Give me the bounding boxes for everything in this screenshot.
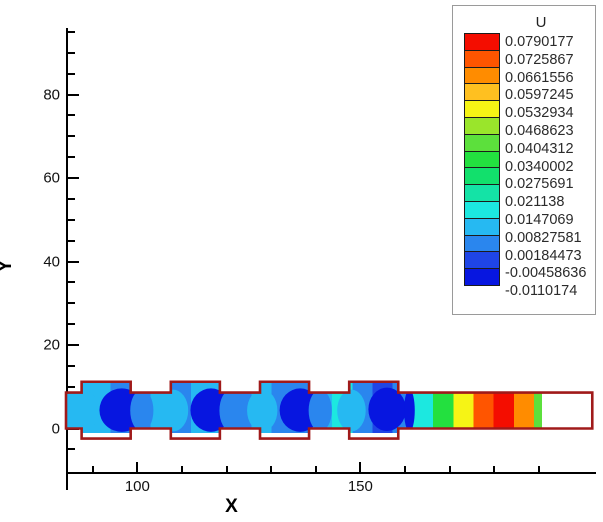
y-tick-major [68,93,79,96]
legend-value-label: 0.00184473 [505,247,582,264]
legend-value-label: 0.0404312 [505,140,574,157]
x-tick-minor [270,466,273,472]
legend-swatch [464,217,500,236]
y-tick-minor [68,156,75,159]
x-tick-minor [314,466,317,472]
x-tick-minor [403,466,406,472]
legend-value-label: 0.0340002 [505,158,574,175]
y-tick-major [68,344,79,346]
y-tick-minor [68,51,75,54]
y-tick-minor [68,448,75,451]
contour-blob [157,389,189,432]
legend-color-swatches [464,33,500,286]
y-tick-minor [68,72,75,75]
contour-blob [404,389,415,432]
legend-value-label: 0.0597245 [505,87,574,104]
x-tick-minor [225,466,228,472]
legend-swatch [464,33,500,51]
y-tick-minor [68,114,75,117]
y-tick-label: 20 [43,336,60,354]
contour-blobs [69,387,415,432]
legend-swatch [464,268,500,286]
contour-blob [308,389,332,432]
y-tick-major [68,177,79,179]
x-axis-line [66,472,596,474]
legend-swatch [464,167,500,186]
x-tick-minor [493,466,496,472]
y-tick-label: 60 [43,169,60,187]
x-tick-major [359,462,362,472]
y-tick-minor [68,364,75,367]
contour-svg [64,380,594,440]
y-tick-minor [68,197,75,200]
legend-swatch [464,200,500,219]
legend-swatch [464,184,500,202]
contour-blob [368,387,406,432]
y-axis-title: Y [0,260,17,273]
legend-value-label: 0.021138 [505,194,565,211]
legend-value-label: 0.00827581 [505,229,582,246]
legend-swatch [464,49,500,68]
y-tick-major [68,260,79,263]
legend-value-label: -0.00458636 [505,265,587,282]
x-tick-minor [448,466,451,472]
legend-title: U [535,14,547,31]
y-tick-label: 40 [43,253,60,270]
x-tick-minor [91,466,94,472]
legend-value-label: 0.0790177 [505,34,574,50]
y-tick-minor [68,135,75,138]
legend-value-label: 0.0147069 [505,211,574,228]
x-tick-minor [180,466,183,472]
y-tick-minor [68,385,75,388]
legend-panel: U 0.0790177 0.0725867 0.0661556 0.0597245 0.… [452,5,596,315]
legend-swatch [464,100,500,118]
y-tick-minor [68,30,75,33]
x-tick-minor [537,466,540,472]
y-tick-label: 80 [43,86,60,103]
legend-value-label: 0.0532934 [505,105,574,122]
x-tick-label: 100 [124,478,150,495]
legend-swatch [464,66,500,85]
legend-swatch [464,133,500,152]
contour-blob [247,389,278,432]
legend-value-label: 0.0275691 [505,176,574,193]
x-tick-major [136,462,139,472]
duct-wall-outline [64,380,594,440]
y-tick-minor [68,281,75,284]
y-tick-minor [68,323,75,326]
legend-swatch [464,251,500,270]
x-tick-label: 150 [347,478,373,495]
legend-value-labels: 0.0790177 0.0725867 0.0661556 0.0597245 0.05… [505,34,595,301]
y-tick-minor [68,239,75,242]
legend-value-label: 0.0661556 [505,69,574,86]
x-axis-title: X [225,496,238,517]
contour-field [64,373,594,440]
y-tick-label: 0 [51,420,60,437]
legend-swatch [464,234,500,253]
contour-blob [337,389,366,432]
contour-blob [69,389,99,432]
y-axis-line [66,28,68,490]
legend-swatch [464,83,500,102]
legend-swatch [464,150,500,169]
contour-blob [130,389,154,432]
legend-swatch [464,116,500,135]
y-tick-minor [68,218,75,221]
legend-value-label: -0.0110174 [505,283,578,300]
legend-value-label: 0.0725867 [505,51,574,68]
y-tick-minor [68,302,75,305]
legend-value-label: 0.0468623 [505,122,574,139]
contour-blob [219,389,243,432]
